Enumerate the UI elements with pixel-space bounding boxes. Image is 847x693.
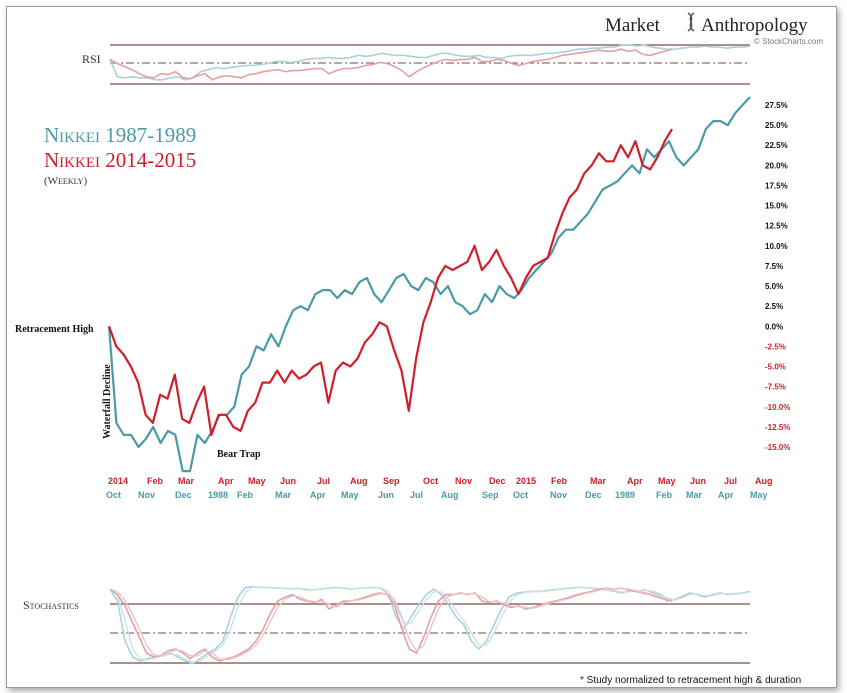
x-tick-label-2014: Dec [489,476,506,486]
x-tick-label-2014: 2014 [108,476,128,486]
stoch-signal-nikkei-1987 [109,586,751,663]
rsi-label: RSI [82,52,101,66]
y-tick-label: 0.0% [765,322,783,331]
x-tick-label-2014: Aug [350,476,368,486]
chart-canvas: Market Anthropology © StockCharts.com RS… [15,12,823,686]
rsi-line-nikkei-2014 [109,48,673,81]
brand-word1: Market [605,15,661,36]
x-tick-label-1987: May [750,490,768,500]
y-tick-label: 7.5% [765,262,783,271]
stoch-line-nikkei-2014 [109,587,673,662]
x-axis-ticks: 2014 Feb Mar Apr May Jun Jul Aug Sep Oct Nov Dec 201… [106,476,773,500]
y-tick-label: -15.0% [765,443,790,452]
waterfall-decline-annotation: Waterfall Decline [102,364,113,439]
x-tick-label-1987: Feb [656,490,673,500]
x-tick-label-2014: Sep [383,476,400,486]
y-tick-label: -5.0% [765,363,786,372]
legend-nikkei-2014: Nikkei 2014-2015 [44,148,196,172]
y-tick-label: 22.5% [765,141,788,150]
stochastics-series-layer [109,585,751,665]
x-tick-label-1987: Apr [310,490,326,500]
x-tick-label-1987: Mar [275,490,292,500]
x-tick-label-1987: Oct [106,490,121,500]
series-line-nikkei-2014 [107,128,673,436]
retracement-high-annotation: Retracement High [15,324,94,335]
x-tick-label-1987: Nov [138,490,155,500]
dna-icon [687,12,695,32]
stochastics-label: Stochastics [23,598,79,612]
x-tick-label-1987: Feb [237,490,254,500]
stockcharts-credit: © StockCharts.com [754,37,823,46]
x-tick-label-2014: Jun [280,476,296,486]
y-tick-label: 15.0% [765,202,788,211]
footnote: * Study normalized to retracement high &… [580,675,801,686]
series-line-nikkei-1987 [107,96,751,473]
x-tick-label-1987: Apr [718,490,734,500]
x-tick-label-1987: Sep [482,490,499,500]
rsi-series-layer [109,44,751,81]
x-tick-label-2014: Jul [317,476,330,486]
x-tick-label-2014: Oct [423,476,438,486]
x-tick-label-2014: Mar [590,476,607,486]
x-tick-label-2014: May [248,476,266,486]
y-tick-label: 10.0% [765,242,788,251]
y-tick-label: 2.5% [765,302,783,311]
brand-word2: Anthropology [701,15,808,36]
x-tick-label-1987: Oct [513,490,528,500]
x-tick-label-2014: Nov [455,476,472,486]
y-tick-label: -2.5% [765,342,786,351]
legend-nikkei-1987: Nikkei 1987-1989 [44,123,196,147]
y-tick-label: -7.5% [765,383,786,392]
y-tick-label: -12.5% [765,423,790,432]
y-tick-label: 12.5% [765,222,788,231]
rsi-line-nikkei-1987 [109,44,751,81]
x-tick-label-2014: Feb [147,476,164,486]
x-tick-label-1987: Jun [378,490,394,500]
x-tick-label-2014: Aug [755,476,773,486]
x-tick-label-2014: Apr [218,476,234,486]
x-tick-label-2014: 2015 [516,476,536,486]
x-tick-label-1987: 1988 [208,490,228,500]
x-tick-label-2014: Mar [178,476,195,486]
y-tick-label: 20.0% [765,161,788,170]
x-tick-label-2014: May [658,476,676,486]
y-axis-ticks: 27.5% 25.0% 22.5% 20.0% 17.5% 15.0% 12.5% 10.0%… [765,101,790,452]
y-tick-label: 25.0% [765,121,788,130]
x-tick-label-1987: 1989 [615,490,635,500]
x-tick-label-1987: Mar [686,490,703,500]
x-tick-label-2014: Jul [724,476,737,486]
chart-frame: Market Anthropology © StockCharts.com RS… [6,6,837,688]
x-tick-label-2014: Apr [627,476,643,486]
x-tick-label-1987: Jul [410,490,423,500]
y-tick-label: 27.5% [765,101,788,110]
x-tick-label-1987: Nov [550,490,567,500]
y-tick-label: 5.0% [765,282,783,291]
x-tick-label-2014: Feb [551,476,568,486]
x-tick-label-1987: Dec [585,490,602,500]
legend-weekly: (Weekly) [44,175,87,187]
x-tick-label-1987: Aug [441,490,459,500]
y-tick-label: 17.5% [765,182,788,191]
y-tick-label: -10.0% [765,403,790,412]
x-tick-label-1987: May [341,490,359,500]
stoch-signal-nikkei-2014 [109,587,673,661]
bear-trap-annotation: Bear Trap [217,449,261,460]
x-tick-label-2014: Jun [690,476,706,486]
x-tick-label-1987: Dec [175,490,192,500]
main-series-layer [107,96,751,473]
